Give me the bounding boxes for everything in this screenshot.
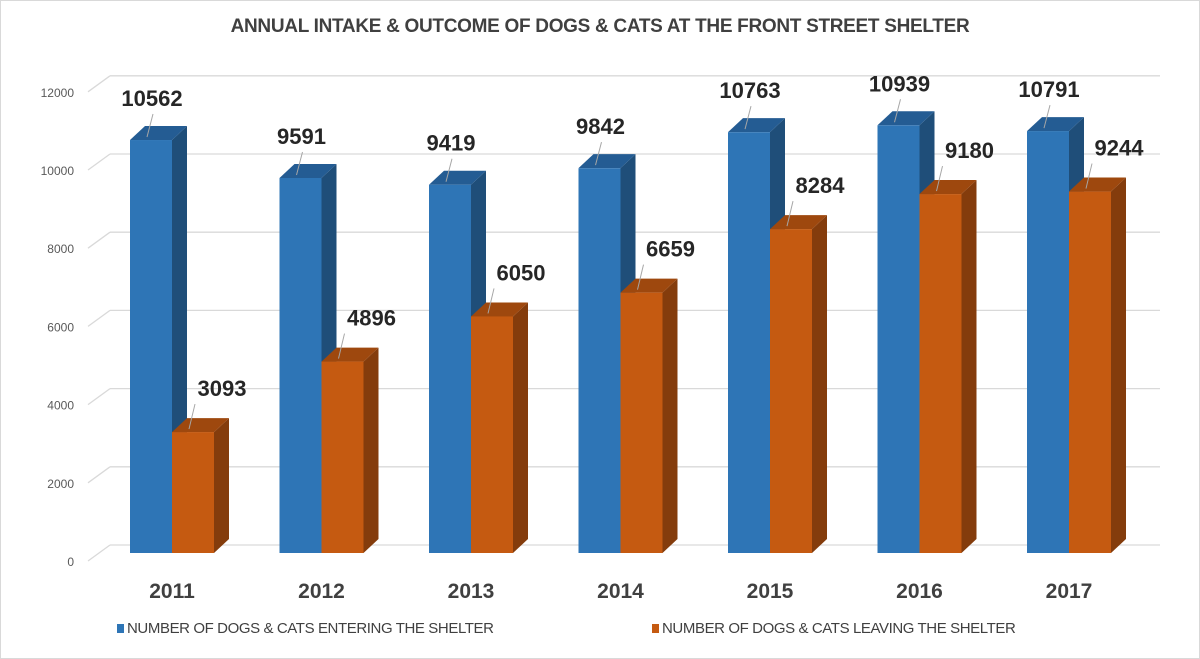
bar-side-leaving — [961, 180, 977, 553]
sidewall-gridline — [87, 466, 111, 484]
y-tick-label: 2000 — [47, 477, 74, 491]
x-tick-label: 2016 — [896, 580, 943, 603]
y-tick-label: 0 — [67, 555, 74, 569]
chart-title: ANNUAL INTAKE & OUTCOME OF DOGS & CATS A… — [230, 16, 970, 37]
data-label: 8284 — [796, 173, 846, 198]
sidewall-gridline — [87, 231, 111, 249]
bar-top-entering — [1027, 117, 1084, 132]
data-label: 10763 — [719, 78, 780, 103]
bar-leaving — [471, 316, 513, 553]
bar-top-leaving — [919, 180, 977, 195]
sidewall-gridline — [87, 309, 111, 327]
sidewall-gridline — [87, 153, 111, 171]
data-label: 6050 — [497, 260, 546, 285]
bar-top-entering — [728, 118, 785, 133]
data-label: 9591 — [277, 124, 326, 149]
x-tick-label: 2012 — [298, 580, 345, 603]
bar-top-leaving — [321, 347, 379, 362]
data-label-leader — [1043, 104, 1051, 129]
data-label-leader — [487, 288, 495, 314]
bar-side-leaving — [363, 347, 379, 553]
data-label-leader — [188, 403, 196, 430]
x-tick-label: 2014 — [597, 580, 644, 603]
bar-entering — [728, 132, 770, 554]
data-label-leader — [786, 200, 794, 227]
bar-top-leaving — [172, 418, 229, 433]
data-label-leader — [146, 113, 154, 138]
data-label-leader — [338, 333, 345, 359]
sidewall-gridline — [87, 544, 111, 562]
data-label: 6659 — [646, 237, 695, 262]
bar-top-leaving — [1069, 177, 1126, 192]
bar-entering — [279, 177, 322, 554]
data-label-leader — [595, 142, 602, 166]
y-tick-label: 12000 — [41, 86, 75, 100]
bar-leaving — [172, 432, 214, 553]
data-label: 9419 — [427, 131, 476, 156]
data-label-leader — [894, 99, 901, 123]
bar-entering — [1027, 131, 1069, 553]
legend: NUMBER OF DOGS & CATS ENTERING THE SHELT… — [0, 620, 1200, 642]
x-tick-label: 2015 — [747, 580, 794, 603]
bar-side-leaving — [513, 302, 528, 553]
data-label-leader — [445, 158, 453, 182]
bar-leaving — [919, 194, 962, 553]
legend-item-leaving: NUMBER OF DOGS & CATS LEAVING THE SHELTE… — [652, 620, 1016, 637]
bar-leaving — [620, 292, 663, 553]
x-tick-label: 2013 — [448, 580, 495, 603]
bar-entering — [130, 140, 172, 553]
sidewall-gridline — [87, 388, 111, 406]
legend-label-leaving: NUMBER OF DOGS & CATS LEAVING THE SHELTE… — [662, 620, 1016, 637]
legend-label-entering: NUMBER OF DOGS & CATS ENTERING THE SHELT… — [127, 620, 494, 637]
y-tick-label: 8000 — [47, 242, 74, 256]
bar-entering — [429, 184, 471, 553]
data-label: 10939 — [869, 71, 930, 96]
bar-top-entering — [578, 154, 636, 169]
bar-top-leaving — [770, 215, 827, 230]
bar-top-entering — [877, 111, 935, 126]
sidewall-gridline — [87, 75, 111, 93]
legend-item-entering: NUMBER OF DOGS & CATS ENTERING THE SHELT… — [117, 620, 494, 637]
bar-leaving — [321, 361, 364, 553]
data-label: 4896 — [347, 306, 396, 331]
bar-top-leaving — [620, 278, 678, 293]
y-tick-label: 4000 — [47, 399, 74, 413]
data-label-leader — [744, 106, 752, 130]
y-tick-label: 10000 — [41, 164, 75, 178]
data-label: 10562 — [121, 86, 182, 111]
y-tick-label: 6000 — [47, 320, 74, 334]
bar-side-leaving — [662, 278, 678, 553]
x-tick-label: 2017 — [1046, 580, 1093, 603]
bar-leaving — [1069, 191, 1111, 553]
data-label: 10791 — [1018, 77, 1079, 102]
data-label: 9842 — [576, 114, 625, 139]
data-label: 9180 — [945, 138, 994, 163]
bar-side-leaving — [214, 418, 229, 553]
legend-swatch-leaving — [652, 624, 659, 633]
bar-side-leaving — [812, 215, 827, 554]
data-label: 9244 — [1095, 136, 1145, 161]
data-label: 3093 — [198, 376, 247, 401]
data-label-leader — [936, 165, 943, 192]
x-tick-label: 2011 — [149, 580, 195, 603]
bar-top-entering — [279, 163, 337, 178]
bar-entering — [578, 168, 621, 553]
bar-top-entering — [429, 170, 486, 185]
bar-top-entering — [130, 126, 187, 141]
data-label-leader — [1085, 163, 1093, 189]
bar-side-leaving — [1111, 177, 1126, 553]
bar-entering — [877, 125, 920, 554]
legend-swatch-entering — [117, 624, 124, 633]
bar-top-leaving — [471, 302, 528, 317]
bar-leaving — [770, 229, 812, 554]
data-label-leader — [637, 264, 644, 290]
data-label-leader — [296, 151, 303, 176]
